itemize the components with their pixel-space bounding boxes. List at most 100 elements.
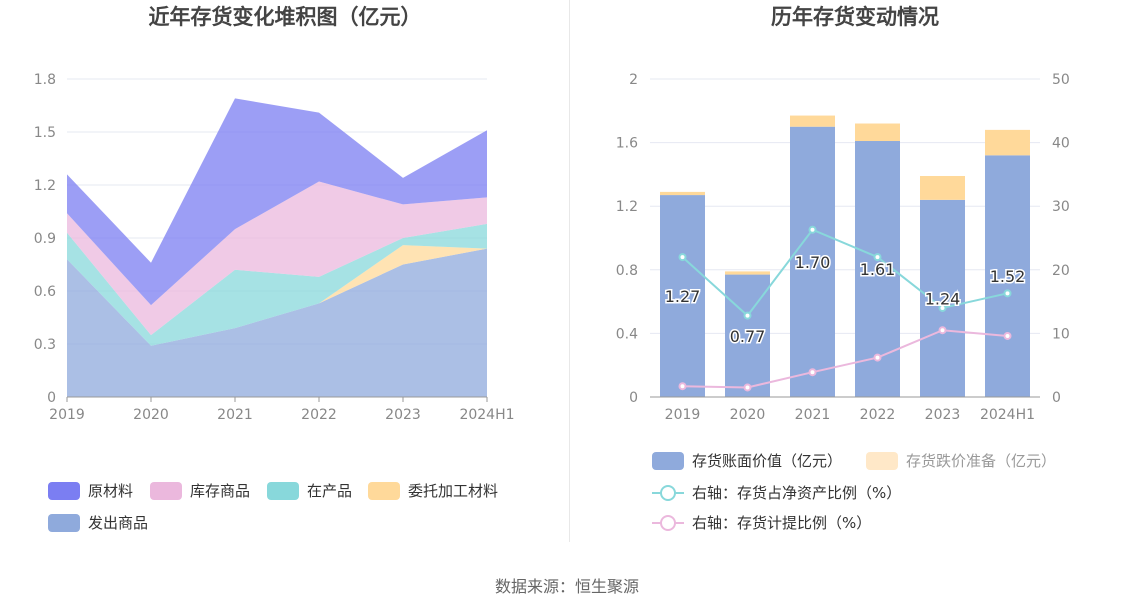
legend-swatch-consigned-materials (368, 481, 400, 500)
right-y2-tick-label: 40 (1052, 136, 1070, 152)
area-series-3 (67, 181, 487, 336)
legend-label-consigned-materials: 委托加工材料 (408, 482, 499, 500)
left-y-tick-label: 1.8 (34, 72, 56, 88)
right-x-tick-label: 2020 (730, 407, 766, 423)
legend-label-provision-ratio: 右轴：存货计提比例（%） (692, 514, 872, 532)
right-x-tick-label: 2021 (795, 407, 831, 423)
net-asset-ratio-point (808, 225, 817, 234)
legend-label-book-value: 存货账面价值（亿元） (692, 452, 843, 470)
provision-ratio-point (873, 353, 882, 362)
legend-item-raw-materials[interactable]: 原材料 (48, 480, 133, 501)
left-y-tick-label: 0.3 (34, 337, 56, 353)
book-value-data-label: 1.61 (860, 260, 896, 279)
legend-label-raw-materials: 原材料 (88, 482, 134, 500)
net-asset-ratio-point (873, 253, 882, 262)
legend-swatch-finished-goods (150, 481, 182, 500)
book-value-data-label: 1.52 (990, 267, 1026, 286)
left-y-tick-label: 1.2 (34, 178, 56, 194)
legend-label-net-asset-ratio: 右轴：存货占净资产比例（%） (692, 484, 902, 502)
left-x-tick-label: 2020 (133, 407, 169, 423)
book-value-bar (790, 126, 835, 397)
left-chart-title: 近年存货变化堆积图（亿元） (149, 5, 422, 29)
left-y-tick-label: 1.5 (34, 125, 56, 141)
legend-item-net-asset-ratio[interactable]: 右轴：存货占净资产比例（%） (652, 482, 901, 503)
provision-ratio-point (678, 382, 687, 391)
provision-ratio-point (743, 383, 752, 392)
left-x-tick-label: 2024H1 (459, 407, 514, 423)
book-value-bar (920, 199, 965, 397)
net-asset-ratio-line (681, 228, 1008, 318)
legend-line-net-asset-ratio (652, 484, 684, 502)
legend-item-provision-ratio[interactable]: 右轴：存货计提比例（%） (652, 512, 871, 533)
left-x-tick-label: 2022 (301, 407, 337, 423)
right-y-tick-label: 0 (629, 390, 638, 406)
book-value-data-label: 1.24 (925, 289, 961, 308)
impairment-bar (725, 271, 770, 275)
book-value-data-label: 1.27 (665, 287, 701, 306)
legend-item-finished-goods[interactable]: 库存商品 (150, 480, 250, 501)
area-series-1 (67, 245, 487, 346)
net-asset-ratio-point (938, 303, 947, 312)
right-y2-tick-label: 30 (1052, 199, 1070, 215)
right-y-tick-label: 1.6 (616, 136, 638, 152)
legend-swatch-book-value (652, 451, 684, 470)
legend-swatch-wip (267, 481, 299, 500)
net-asset-ratio-point (743, 311, 752, 320)
right-y2-tick-label: 10 (1052, 326, 1070, 342)
provision-ratio-point (938, 326, 947, 335)
right-y-tick-label: 0.4 (616, 326, 638, 342)
impairment-bar (855, 123, 900, 142)
legend-item-wip[interactable]: 在产品 (267, 480, 352, 501)
left-x-tick-label: 2023 (385, 407, 421, 423)
right-x-tick-label: 2019 (665, 407, 701, 423)
right-y-tick-label: 2 (629, 72, 638, 88)
book-value-data-label: 0.77 (730, 327, 766, 346)
legend-swatch-raw-materials (48, 481, 80, 500)
data-source-note: 数据来源：恒生聚源 (494, 577, 639, 596)
right-chart-title: 历年存货变动情况 (771, 5, 939, 29)
provision-ratio-point (1003, 331, 1012, 340)
impairment-bar (660, 191, 705, 196)
legend-item-impairment[interactable]: 存货跌价准备（亿元） (866, 450, 1056, 471)
legend-line-provision-ratio (652, 514, 684, 532)
net-asset-ratio-point (678, 253, 687, 262)
right-y2-tick-label: 20 (1052, 263, 1070, 279)
left-x-tick-label: 2019 (49, 407, 85, 423)
area-series-4 (67, 98, 487, 306)
legend-label-impairment: 存货跌价准备（亿元） (906, 452, 1057, 470)
impairment-bar (920, 175, 965, 200)
legend-label-finished-goods: 库存商品 (190, 482, 251, 500)
provision-ratio-point (808, 368, 817, 377)
right-x-tick-label: 2024H1 (980, 407, 1035, 423)
book-value-data-label: 1.70 (795, 253, 831, 272)
right-x-tick-label: 2023 (925, 407, 961, 423)
chart-divider (569, 0, 570, 542)
legend-item-book-value[interactable]: 存货账面价值（亿元） (652, 450, 842, 471)
legend-swatch-impairment (866, 451, 898, 470)
area-series-2 (67, 223, 487, 346)
left-y-tick-label: 0.9 (34, 231, 56, 247)
right-y-tick-label: 1.2 (616, 199, 638, 215)
legend-label-wip: 在产品 (307, 482, 353, 500)
net-asset-ratio-point (1003, 289, 1012, 298)
book-value-bar (660, 195, 705, 397)
right-y-tick-label: 0.8 (616, 263, 638, 279)
area-series-0 (67, 248, 487, 397)
book-value-bar (985, 155, 1030, 397)
left-y-tick-label: 0.6 (34, 284, 56, 300)
left-y-tick-label: 0 (47, 390, 56, 406)
impairment-bar (985, 129, 1030, 156)
stacked-area-chart: 0 0.3 0.6 0.9 1.2 1.5 1.8 2019 2020 2021 2022 2023 2… (34, 72, 515, 423)
left-x-tick-label: 2021 (217, 407, 253, 423)
right-x-tick-label: 2022 (860, 407, 896, 423)
legend-item-consigned-materials[interactable]: 委托加工材料 (368, 480, 498, 501)
legend-swatch-goods-shipped (48, 513, 80, 532)
right-y2-tick-label: 0 (1052, 390, 1061, 406)
legend-item-goods-shipped[interactable]: 发出商品 (48, 512, 148, 533)
provision-ratio-line (682, 329, 1008, 389)
legend-label-goods-shipped: 发出商品 (88, 514, 149, 532)
right-y2-tick-label: 50 (1052, 72, 1070, 88)
impairment-bar (790, 115, 835, 127)
